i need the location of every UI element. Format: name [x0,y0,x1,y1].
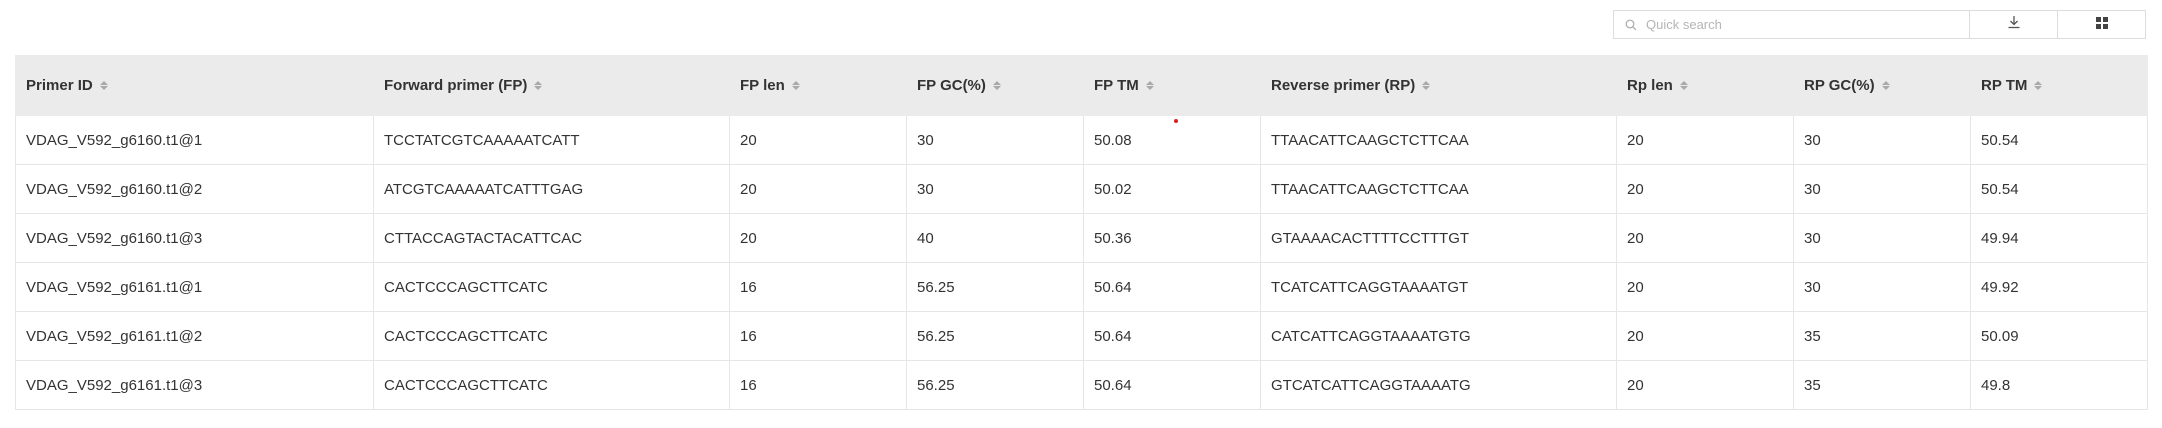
cell-rp-tm: 50.09 [1970,311,2148,361]
cell-reverse-primer: GTAAAACACTTTTCCTTTGT [1260,213,1617,263]
cell-fp-tm: 50.64 [1083,262,1261,312]
cell-fp-gc: 30 [906,115,1084,165]
cell-reverse-primer: GTCATCATTCAGGTAAAATG [1260,360,1617,410]
cell-rp-len: 20 [1616,262,1794,312]
table-header-row: Primer ID Forward primer (FP) FP len FP … [15,55,2148,116]
cell-forward-primer: CTTACCAGTACTACATTCAC [373,213,730,263]
cell-fp-tm: 50.02 [1083,164,1261,214]
column-header-fp-len[interactable]: FP len [729,55,907,116]
cell-fp-gc: 40 [906,213,1084,263]
cell-fp-len: 20 [729,213,907,263]
download-button[interactable] [1970,10,2058,39]
table-row[interactable]: VDAG_V592_g6161.t1@2 CACTCCCAGCTTCATC 16… [15,311,2148,361]
primer-table: Primer ID Forward primer (FP) FP len FP … [15,55,2148,410]
column-header-primer-id[interactable]: Primer ID [15,55,374,116]
cell-fp-len: 20 [729,115,907,165]
cell-rp-tm: 49.92 [1970,262,2148,312]
sort-icon[interactable] [1679,81,1688,90]
cell-forward-primer: CACTCCCAGCTTCATC [373,360,730,410]
cursor-marker-dot [1174,119,1178,123]
cell-fp-len: 16 [729,311,907,361]
sort-icon[interactable] [534,81,543,90]
sort-icon[interactable] [2034,81,2043,90]
cell-rp-len: 20 [1616,360,1794,410]
cell-fp-len: 16 [729,262,907,312]
cell-fp-tm: 50.64 [1083,311,1261,361]
cell-rp-gc: 30 [1793,115,1971,165]
cell-forward-primer: ATCGTCAAAAATCATTTGAG [373,164,730,214]
sort-icon[interactable] [1145,81,1154,90]
cell-rp-gc: 30 [1793,164,1971,214]
cell-fp-tm: 50.08 [1083,115,1261,165]
primer-table-container: Primer ID Forward primer (FP) FP len FP … [15,55,2148,410]
column-header-fp-tm[interactable]: FP TM [1083,55,1261,116]
column-header-reverse-primer[interactable]: Reverse primer (RP) [1260,55,1617,116]
sort-icon[interactable] [99,81,108,90]
search-input[interactable] [1644,16,1948,33]
cell-fp-tm: 50.64 [1083,360,1261,410]
cell-rp-gc: 30 [1793,213,1971,263]
cell-reverse-primer: TTAACATTCAAGCTCTTCAA [1260,115,1617,165]
cell-fp-gc: 30 [906,164,1084,214]
cell-fp-len: 20 [729,164,907,214]
cell-reverse-primer: TCATCATTCAGGTAAAATGT [1260,262,1617,312]
cell-reverse-primer: TTAACATTCAAGCTCTTCAA [1260,164,1617,214]
sort-icon[interactable] [1422,81,1431,90]
cell-fp-tm: 50.36 [1083,213,1261,263]
cell-rp-gc: 30 [1793,262,1971,312]
cell-rp-tm: 50.54 [1970,115,2148,165]
cell-rp-tm: 49.8 [1970,360,2148,410]
table-toolbar [1613,10,2146,39]
column-header-rp-gc[interactable]: RP GC(%) [1793,55,1971,116]
search-icon [1624,18,1638,32]
cell-forward-primer: TCCTATCGTCAAAAATCATT [373,115,730,165]
cell-rp-gc: 35 [1793,311,1971,361]
cell-primer-id: VDAG_V592_g6160.t1@2 [15,164,374,214]
table-row[interactable]: VDAG_V592_g6160.t1@1 TCCTATCGTCAAAAATCAT… [15,115,2148,165]
cell-fp-gc: 56.25 [906,262,1084,312]
column-header-forward-primer[interactable]: Forward primer (FP) [373,55,730,116]
cell-primer-id: VDAG_V592_g6161.t1@3 [15,360,374,410]
sort-icon[interactable] [791,81,800,90]
cell-forward-primer: CACTCCCAGCTTCATC [373,311,730,361]
grid-icon [2095,16,2108,34]
table-row[interactable]: VDAG_V592_g6160.t1@3 CTTACCAGTACTACATTCA… [15,213,2148,263]
cell-primer-id: VDAG_V592_g6161.t1@2 [15,311,374,361]
cell-rp-len: 20 [1616,311,1794,361]
cell-forward-primer: CACTCCCAGCTTCATC [373,262,730,312]
column-header-rp-len[interactable]: Rp len [1616,55,1794,116]
cell-fp-len: 16 [729,360,907,410]
cell-primer-id: VDAG_V592_g6160.t1@3 [15,213,374,263]
cell-fp-gc: 56.25 [906,360,1084,410]
column-header-fp-gc[interactable]: FP GC(%) [906,55,1084,116]
cell-fp-gc: 56.25 [906,311,1084,361]
column-header-rp-tm[interactable]: RP TM [1970,55,2148,116]
cell-rp-len: 20 [1616,164,1794,214]
table-row[interactable]: VDAG_V592_g6161.t1@3 CACTCCCAGCTTCATC 16… [15,360,2148,410]
cell-rp-tm: 50.54 [1970,164,2148,214]
cell-rp-gc: 35 [1793,360,1971,410]
sort-icon[interactable] [992,81,1001,90]
cell-rp-len: 20 [1616,115,1794,165]
sort-icon[interactable] [1881,81,1890,90]
table-row[interactable]: VDAG_V592_g6161.t1@1 CACTCCCAGCTTCATC 16… [15,262,2148,312]
cell-primer-id: VDAG_V592_g6161.t1@1 [15,262,374,312]
cell-reverse-primer: CATCATTCAGGTAAAATGTG [1260,311,1617,361]
table-row[interactable]: VDAG_V592_g6160.t1@2 ATCGTCAAAAATCATTTGA… [15,164,2148,214]
quick-search-box[interactable] [1613,10,1970,39]
cell-rp-tm: 49.94 [1970,213,2148,263]
cell-primer-id: VDAG_V592_g6160.t1@1 [15,115,374,165]
download-icon [2007,15,2021,34]
grid-view-button[interactable] [2058,10,2146,39]
cell-rp-len: 20 [1616,213,1794,263]
